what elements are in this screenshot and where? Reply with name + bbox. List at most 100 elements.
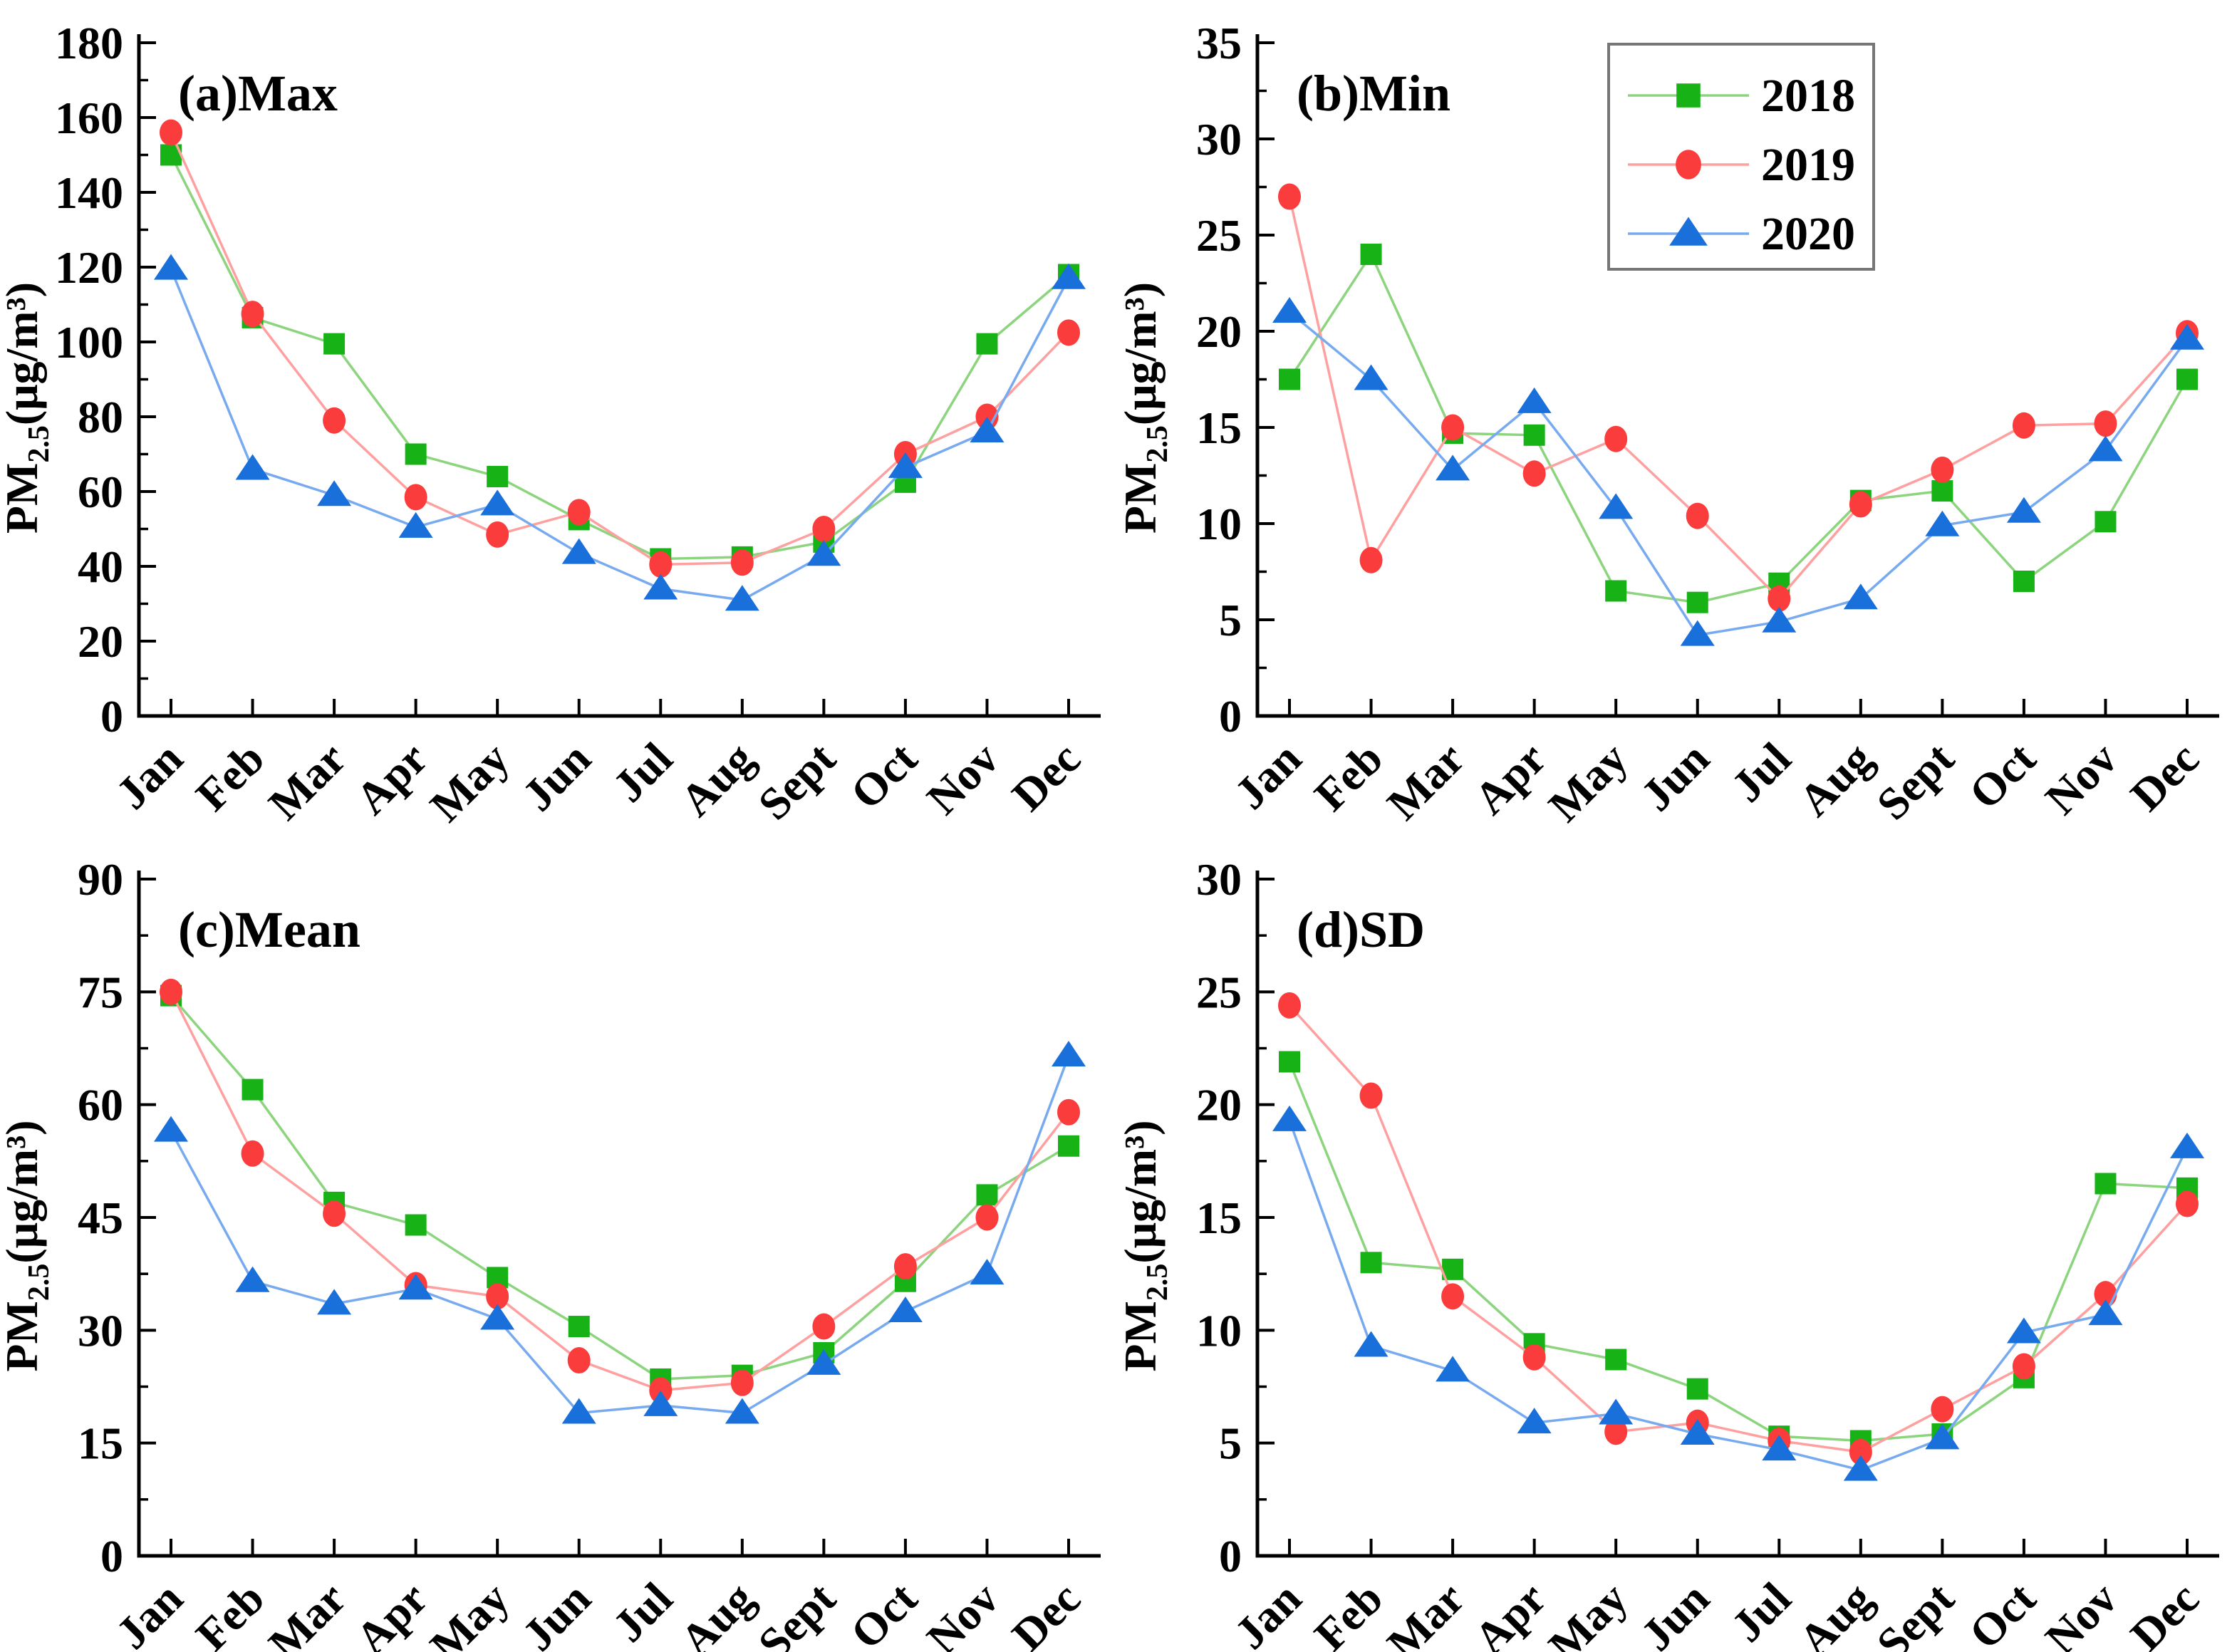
marker-2018-Nov: [2095, 1173, 2117, 1195]
marker-2020-Feb: [235, 454, 270, 480]
month-label-Jun: Jun: [1631, 1573, 1718, 1652]
marker-2018-Nov: [2095, 511, 2117, 533]
marker-2019-Aug: [730, 1369, 754, 1396]
month-label-May: May: [420, 1573, 519, 1652]
marker-2020-Sept: [1925, 510, 1960, 536]
y-tick-label: 80: [78, 392, 123, 442]
marker-2020-Nov: [970, 417, 1005, 442]
marker-2020-Jan: [1272, 297, 1307, 323]
marker-2018-Jan: [1279, 1051, 1300, 1073]
month-label-Jan: Jan: [1225, 733, 1311, 819]
marker-2020-Mar: [1436, 1356, 1470, 1382]
marker-2020-Mar: [317, 1289, 352, 1315]
series-line-2020: [170, 268, 1070, 602]
legend-circle-icon: [1676, 150, 1701, 180]
y-tick-label: 90: [78, 854, 123, 905]
legend-square-icon: [1676, 83, 1701, 108]
month-label-Mar: Mar: [1377, 733, 1474, 826]
marker-2019-Nov: [975, 1204, 999, 1231]
marker-2019-Feb: [241, 1140, 264, 1167]
month-label-Aug: Aug: [670, 1573, 764, 1652]
month-label-Nov: Nov: [917, 1573, 1008, 1652]
marker-2019-Jun: [1686, 502, 1709, 529]
marker-2020-Jul: [1762, 606, 1797, 633]
marker-2018-Nov: [976, 1184, 998, 1206]
series-line-2020: [1288, 1120, 2189, 1472]
y-tick-label: 0: [1219, 691, 1242, 742]
marker-2019-Jan: [1278, 183, 1301, 210]
marker-2019-Sept: [1931, 456, 1954, 483]
marker-2018-Apr: [405, 1214, 427, 1236]
marker-2020-Apr: [1517, 387, 1552, 413]
marker-2019-Feb: [1359, 546, 1383, 573]
marker-2020-Feb: [235, 1266, 270, 1292]
month-label-Jul: Jul: [1722, 1573, 1801, 1652]
marker-2019-Jan: [160, 119, 182, 146]
y-tick-label: 120: [55, 242, 123, 293]
month-label-Mar: Mar: [259, 733, 355, 826]
y-axis-title: PM2.5(μg/m³): [1118, 282, 1174, 534]
marker-2019-Jun: [567, 1347, 591, 1374]
month-label-Jun: Jun: [512, 733, 600, 821]
month-label-Aug: Aug: [670, 733, 764, 826]
series-line-2020: [170, 1055, 1070, 1415]
marker-2020-Mar: [1436, 454, 1470, 481]
marker-2020-Dec: [2170, 1132, 2204, 1158]
y-tick-label: 0: [100, 691, 123, 742]
marker-2019-Aug: [730, 549, 754, 576]
marker-2019-Apr: [404, 484, 427, 511]
marker-2018-Apr: [405, 443, 427, 465]
marker-2019-Jun: [567, 499, 591, 526]
month-label-Aug: Aug: [1789, 1573, 1882, 1652]
marker-2020-May: [1599, 493, 1634, 519]
marker-2019-Jul: [649, 1377, 673, 1404]
marker-2019-Feb: [1359, 1082, 1383, 1109]
month-label-Aug: Aug: [1789, 733, 1882, 826]
marker-2020-Dec: [1052, 263, 1086, 289]
marker-2018-Feb: [1360, 244, 1382, 265]
marker-2020-Jan: [1272, 1105, 1307, 1131]
series-line-2018: [170, 154, 1070, 561]
marker-2020-Apr: [398, 511, 433, 538]
marker-2020-Jun: [561, 538, 596, 564]
marker-2019-May: [1604, 425, 1628, 452]
marker-2019-Oct: [893, 1253, 917, 1280]
y-tick-label: 15: [78, 1418, 123, 1469]
y-tick-label: 140: [55, 167, 123, 218]
month-label-May: May: [1539, 733, 1637, 826]
legend-label-2019: 2019: [1761, 139, 1855, 191]
marker-2019-Sept: [812, 516, 836, 542]
marker-2019-May: [486, 1283, 509, 1310]
month-label-Mar: Mar: [1377, 1573, 1474, 1652]
marker-2019-Aug: [1849, 491, 1872, 518]
y-tick-label: 25: [1196, 967, 1242, 1017]
y-tick-label: 75: [78, 967, 123, 1017]
y-tick-label: 5: [1219, 595, 1242, 645]
month-label-Apr: Apr: [1464, 733, 1555, 824]
month-label-Jul: Jul: [603, 1573, 682, 1652]
marker-2020-Feb: [1354, 364, 1389, 390]
y-tick-label: 15: [1196, 402, 1242, 453]
marker-2019-Apr: [1522, 1344, 1546, 1371]
month-label-Feb: Feb: [1304, 1573, 1392, 1652]
marker-2020-Aug: [1843, 1455, 1878, 1481]
marker-2018-Jun: [1686, 1378, 1708, 1400]
series-line-2018: [170, 994, 1069, 1381]
marker-2020-Nov: [2088, 435, 2123, 462]
series-line-2019: [1288, 1004, 2189, 1454]
y-tick-label: 45: [78, 1193, 123, 1243]
y-tick-label: 160: [55, 93, 123, 143]
marker-2020-Jan: [154, 1116, 188, 1142]
marker-2019-Jul: [649, 551, 673, 578]
marker-2018-Feb: [242, 1079, 264, 1101]
y-tick-label: 25: [1196, 210, 1242, 261]
month-label-Apr: Apr: [346, 1573, 437, 1652]
marker-2020-Aug: [725, 585, 759, 611]
legend-triangle-icon: [1669, 217, 1708, 246]
marker-2018-Apr: [1523, 424, 1545, 446]
month-label-Jun: Jun: [1631, 733, 1718, 821]
month-label-Jul: Jul: [603, 733, 682, 812]
month-label-Oct: Oct: [841, 1572, 927, 1652]
